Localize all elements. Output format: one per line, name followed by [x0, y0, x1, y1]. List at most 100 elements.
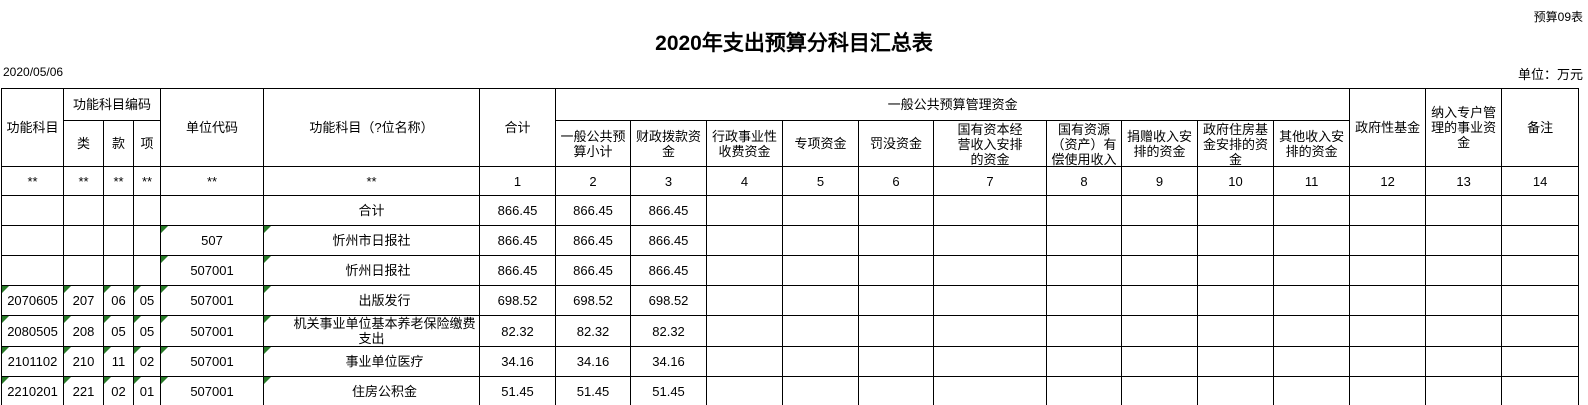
empty-cell — [933, 376, 1048, 405]
empty-cell — [1501, 255, 1580, 286]
cell-subject-name: 出版发行 — [263, 285, 481, 316]
cell-func-code — [1, 195, 64, 226]
empty-cell — [1046, 346, 1123, 377]
cell-section — [103, 195, 134, 226]
cell-item: 02 — [132, 346, 162, 377]
empty-cell — [933, 255, 1048, 286]
header-general-budget: 一般公共预算管理资金 — [555, 88, 1351, 121]
cell-text: 210 — [72, 354, 95, 369]
cell-fiscal-appropriation: 866.45 — [630, 195, 708, 226]
header-sub-fiscal-appropriation: 财政拨款资金 — [630, 120, 708, 167]
empty-cell — [1349, 285, 1427, 316]
error-indicator-triangle — [161, 286, 169, 293]
col-number: ** — [1, 166, 64, 196]
empty-cell — [1197, 285, 1275, 316]
cell-total: 866.45 — [479, 255, 557, 286]
empty-cell — [782, 346, 860, 377]
header-unit-code: 单位代码 — [160, 88, 265, 167]
empty-cell — [1273, 255, 1351, 286]
cell-text: 05 — [139, 323, 155, 339]
empty-cell — [1273, 346, 1351, 377]
cell-text: 2080505 — [7, 323, 58, 339]
error-indicator-triangle — [134, 316, 141, 323]
cell-text: 507001 — [190, 263, 234, 278]
cell-subject-name: 忻州市日报社 — [263, 225, 481, 256]
budget-table: 功能科目 功能科目编码 单位代码 功能科目（?位名称） 合计 一般公共预算管理资… — [1, 88, 1580, 405]
empty-cell — [933, 315, 1048, 347]
cell-text: 507001 — [190, 384, 234, 399]
table-row-pension: 2080505 208 05 05 507001 机关事业单位基本养老保险缴费支… — [1, 315, 1580, 347]
cell-text: 06 — [111, 293, 126, 308]
empty-cell — [1121, 376, 1199, 405]
col-number: ** — [63, 166, 104, 196]
col-number: 2 — [555, 166, 632, 196]
cell-unit-code: 507001 — [160, 285, 265, 316]
cell-item — [132, 225, 162, 256]
empty-cell — [933, 285, 1048, 316]
cell-subject-name: 住房公积金 — [263, 376, 481, 405]
cell-general-subtotal: 866.45 — [555, 225, 632, 256]
cell-func-code: 2080505 — [1, 315, 64, 347]
empty-cell — [1349, 315, 1427, 347]
empty-cell — [782, 315, 860, 347]
cell-fiscal-appropriation: 698.52 — [630, 285, 708, 316]
col-number: 7 — [933, 166, 1048, 196]
col-number: ** — [160, 166, 265, 196]
cell-text: 11 — [111, 354, 126, 369]
cell-fiscal-appropriation: 82.32 — [630, 315, 708, 347]
cell-section — [103, 255, 134, 286]
header-special-account: 纳入专户管理的事业资金 — [1425, 88, 1503, 167]
error-indicator-triangle — [161, 226, 169, 233]
cell-text: 出版发行 — [358, 293, 411, 308]
empty-cell — [1501, 376, 1580, 405]
error-indicator-triangle — [161, 377, 169, 384]
empty-cell — [1121, 255, 1199, 286]
col-number: 13 — [1425, 166, 1503, 196]
cell-func-code — [1, 225, 64, 256]
header-sub-donation: 捐赠收入安排的资金 — [1121, 120, 1199, 167]
cell-text: 02 — [111, 384, 126, 399]
empty-cell — [1046, 285, 1123, 316]
empty-cell — [1349, 195, 1427, 226]
empty-cell — [782, 255, 860, 286]
empty-cell — [1273, 225, 1351, 256]
empty-cell — [1046, 225, 1123, 256]
error-indicator-triangle — [64, 377, 71, 384]
cell-total: 34.16 — [479, 346, 557, 377]
cell-unit-code: 507001 — [160, 255, 265, 286]
header-sub-confiscated-fund: 罚没资金 — [858, 120, 935, 167]
table-row-unit-507001: 507001 忻州日报社 866.45 866.45 866.45 — [1, 255, 1580, 286]
empty-cell — [858, 346, 935, 377]
cell-text: 2101102 — [7, 354, 58, 369]
header-sub-label: 捐赠收入安排的资金 — [1127, 128, 1193, 159]
cell-general-subtotal: 82.32 — [555, 315, 632, 347]
cell-text: 507 — [201, 233, 223, 248]
error-indicator-triangle — [161, 316, 169, 323]
header-subject-name: 功能科目（?位名称） — [263, 88, 481, 167]
empty-cell — [1197, 255, 1275, 286]
table-row-housing-fund: 2210201 221 02 01 507001 住房公积金 51.45 51.… — [1, 376, 1580, 405]
header-sub-label: 政府住房基金安排的资金 — [1203, 121, 1269, 166]
empty-cell — [933, 195, 1048, 226]
empty-cell — [706, 225, 784, 256]
header-sub-admin-fee: 行政事业性收费资金 — [706, 120, 784, 167]
page-title: 2020年支出预算分科目汇总表 — [655, 32, 933, 55]
header-func-subject: 功能科目 — [1, 88, 64, 167]
error-indicator-triangle — [134, 377, 141, 384]
cell-subject-name: 忻州日报社 — [263, 255, 481, 286]
header-sub-label: 一般公共预算小计 — [560, 128, 626, 159]
empty-cell — [858, 376, 935, 405]
header-sub-label: 行政事业性收费资金 — [712, 128, 778, 159]
header-row-top: 功能科目 功能科目编码 单位代码 功能科目（?位名称） 合计 一般公共预算管理资… — [1, 88, 1580, 167]
header-class: 类 — [63, 120, 104, 167]
error-indicator-triangle — [134, 347, 141, 354]
cell-text: 221 — [72, 384, 95, 399]
cell-fiscal-appropriation: 34.16 — [630, 346, 708, 377]
cell-general-subtotal: 698.52 — [555, 285, 632, 316]
cell-item — [132, 195, 162, 226]
cell-text: 207 — [72, 293, 95, 308]
error-indicator-triangle — [134, 286, 141, 293]
header-sub-state-capital: 国有资本经营收入安排的资金 — [933, 120, 1048, 167]
empty-cell — [1273, 315, 1351, 347]
